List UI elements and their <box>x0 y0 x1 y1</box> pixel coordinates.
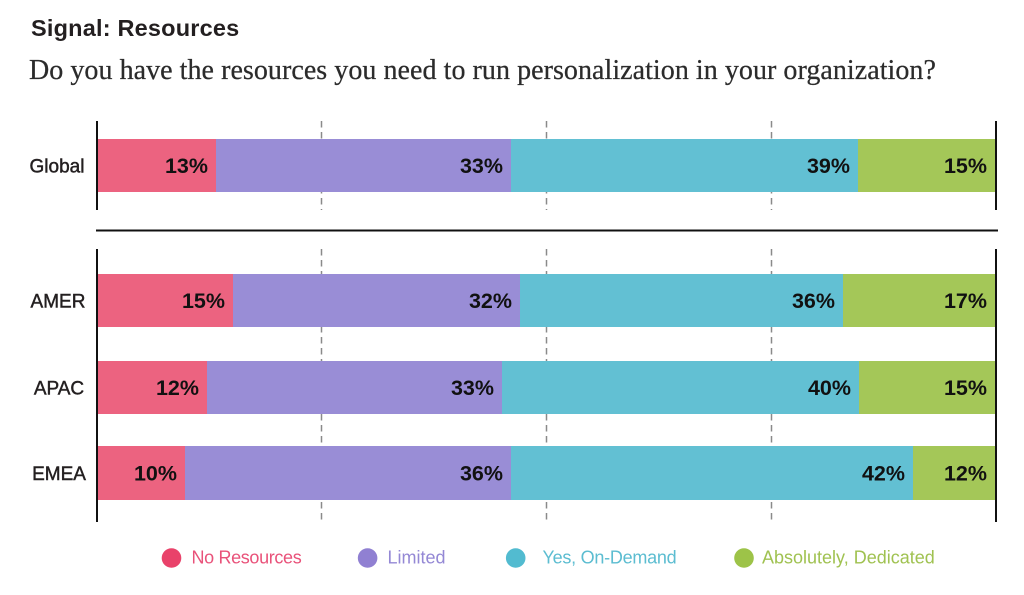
svg-text:APAC: APAC <box>34 378 84 399</box>
svg-text:33%: 33% <box>460 154 503 178</box>
svg-text:Do you have the resources you: Do you have the resources you need to ru… <box>29 55 936 86</box>
svg-text:12%: 12% <box>944 462 987 486</box>
svg-text:13%: 13% <box>165 154 208 178</box>
svg-text:32%: 32% <box>469 289 512 313</box>
svg-text:Global: Global <box>30 156 85 177</box>
svg-text:15%: 15% <box>182 289 225 313</box>
svg-text:No Resources: No Resources <box>192 548 302 568</box>
svg-text:Signal: Resources: Signal: Resources <box>31 15 239 41</box>
svg-text:42%: 42% <box>862 462 905 486</box>
svg-text:15%: 15% <box>944 154 987 178</box>
svg-text:Absolutely, Dedicated: Absolutely, Dedicated <box>762 548 935 568</box>
svg-text:Limited: Limited <box>388 548 446 568</box>
svg-text:39%: 39% <box>807 154 850 178</box>
svg-text:12%: 12% <box>156 376 199 400</box>
svg-text:36%: 36% <box>460 462 503 486</box>
svg-text:17%: 17% <box>944 289 987 313</box>
svg-text:Yes, On-Demand: Yes, On-Demand <box>543 548 677 568</box>
svg-text:33%: 33% <box>451 376 494 400</box>
svg-text:AMER: AMER <box>31 291 86 312</box>
svg-text:36%: 36% <box>792 289 835 313</box>
svg-text:10%: 10% <box>134 462 177 486</box>
svg-text:40%: 40% <box>808 376 851 400</box>
svg-text:EMEA: EMEA <box>32 464 86 485</box>
svg-text:15%: 15% <box>944 376 987 400</box>
